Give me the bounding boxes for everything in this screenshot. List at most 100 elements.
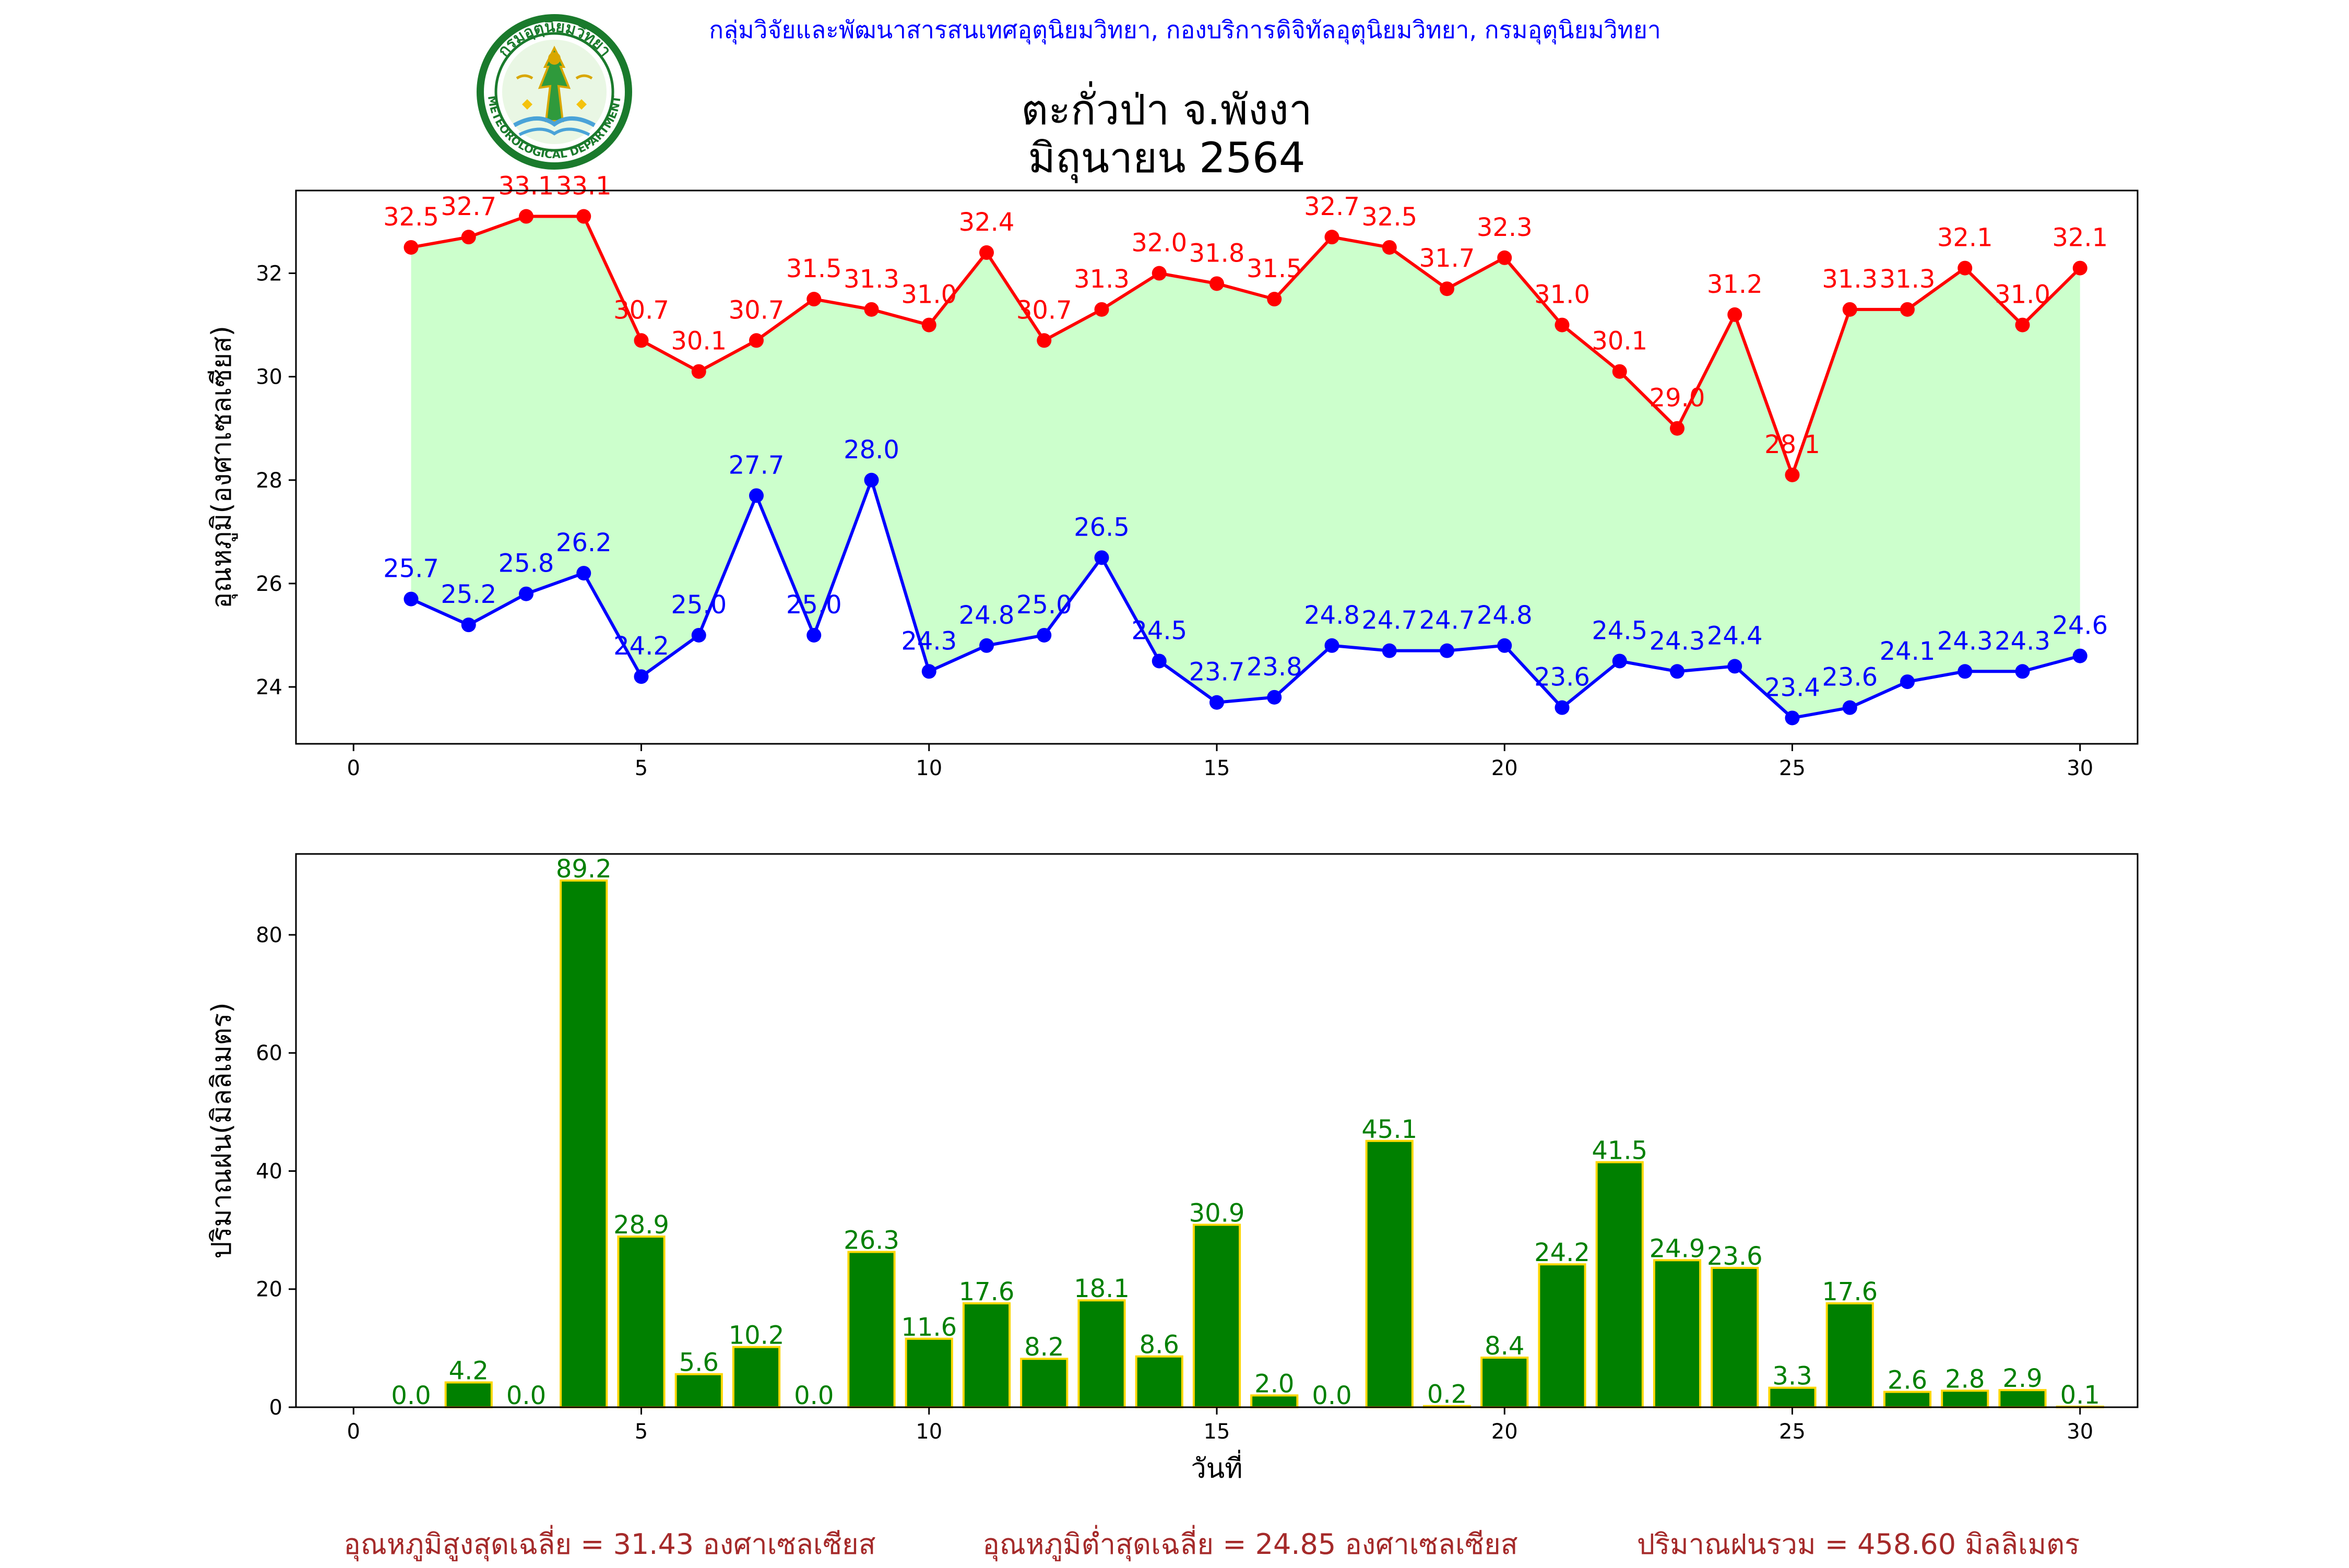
organization-line: กลุ่มวิจัยและพัฒนาสารสนเทศอุตุนิยมวิทยา,… [709, 16, 1661, 45]
temperature-y-tick-label: 24 [256, 675, 282, 699]
rainfall-x-tick-label: 10 [916, 1420, 942, 1444]
max-temp-data-label: 32.7 [441, 192, 496, 221]
min-temp-data-label: 24.3 [1937, 626, 1993, 656]
max-temp-point [461, 230, 476, 245]
min-temp-data-label: 26.5 [1074, 513, 1130, 542]
temperature-y-tick-label: 28 [256, 469, 282, 493]
rain-data-label: 0.0 [794, 1381, 834, 1410]
max-temp-point [1209, 276, 1224, 291]
max-temp-point [1785, 467, 1800, 482]
rain-bar [905, 1337, 953, 1409]
max-temp-point [806, 292, 822, 307]
rain-bar [1192, 1223, 1241, 1408]
max-temp-data-label: 32.5 [1361, 203, 1417, 232]
rain-data-label: 2.8 [1945, 1364, 1985, 1394]
max-temp-data-label: 30.7 [729, 295, 785, 325]
rain-bar [1653, 1259, 1702, 1408]
rain-bar [1711, 1267, 1759, 1408]
max-temp-point [1382, 240, 1397, 255]
min-temp-point [1209, 695, 1224, 710]
min-temp-point [519, 586, 533, 601]
max-temp-data-label: 31.0 [901, 280, 957, 310]
min-temp-data-label: 24.3 [1650, 626, 1705, 656]
min-temp-point [1152, 654, 1167, 669]
min-temp-data-label: 25.2 [441, 580, 496, 609]
rain-data-label: 24.2 [1534, 1238, 1590, 1267]
min-temp-data-label: 25.0 [1016, 590, 1072, 620]
max-temp-point [1670, 421, 1684, 436]
rain-data-label: 24.9 [1650, 1234, 1705, 1263]
rain-data-label: 10.2 [729, 1321, 785, 1350]
rainfall-x-tick-label: 0 [347, 1420, 360, 1444]
max-temp-data-label: 30.7 [1016, 295, 1072, 325]
min-temp-point [2072, 648, 2087, 663]
rainfall-y-axis-label: ปริมาณฝน(มิลลิเมตร) [206, 1002, 238, 1258]
min-temp-data-label: 24.6 [2052, 611, 2108, 640]
max-temp-point [1900, 302, 1915, 317]
min-temp-data-label: 23.6 [1534, 663, 1590, 692]
rain-bar [1941, 1389, 1989, 1409]
min-temp-point [1900, 674, 1915, 690]
min-temp-point [1785, 710, 1800, 726]
max-temp-data-label: 31.3 [1822, 265, 1878, 294]
temperature-y-tick-label: 32 [256, 262, 282, 286]
rain-data-label: 17.6 [959, 1277, 1015, 1306]
min-temp-point [864, 472, 879, 488]
min-temp-point [1440, 643, 1454, 658]
min-temp-point [1497, 638, 1512, 653]
max-temp-point [1037, 333, 1052, 348]
rainfall-x-tick-label: 30 [2067, 1420, 2093, 1444]
temperature-x-tick-label: 15 [1204, 756, 1230, 780]
max-temp-point [1440, 281, 1454, 296]
max-temp-point [1612, 364, 1627, 379]
rain-bar [847, 1251, 896, 1409]
min-temp-point [1612, 654, 1627, 669]
min-temp-data-label: 27.7 [729, 450, 785, 480]
rain-data-label: 4.2 [449, 1356, 489, 1385]
rain-data-label: 23.6 [1707, 1242, 1763, 1271]
max-temp-data-label: 31.3 [1880, 265, 1936, 294]
max-temp-data-label: 32.0 [1131, 229, 1187, 258]
rain-bar [1883, 1391, 1932, 1408]
max-temp-point [1497, 250, 1512, 265]
min-temp-point [1555, 700, 1570, 715]
min-temp-data-label: 24.8 [1304, 601, 1360, 630]
rain-bar [1825, 1302, 1874, 1408]
rain-data-label: 0.2 [1427, 1380, 1467, 1409]
max-temp-data-label: 30.1 [671, 327, 727, 356]
max-temp-point [2072, 260, 2087, 276]
max-temp-point [979, 245, 994, 260]
min-temp-line [410, 475, 2081, 720]
rainfall-y-tick-label: 60 [256, 1041, 282, 1065]
rainfall-chart: 0.04.20.089.228.95.610.20.026.311.617.68… [206, 853, 2139, 1484]
max-temp-data-label: 31.7 [1419, 244, 1475, 273]
min-temp-point [1727, 659, 1742, 674]
rain-bar [1365, 1139, 1414, 1408]
rainfall-x-tick-label: 15 [1204, 1420, 1230, 1444]
rain-data-label: 11.6 [901, 1313, 957, 1342]
summary-max-avg: อุณหภูมิสูงสุดเฉลี่ย = 31.43 องศาเซลเซีย… [343, 1525, 875, 1562]
rain-data-label: 41.5 [1592, 1136, 1647, 1166]
rainfall-y-tick-label: 0 [269, 1396, 282, 1420]
max-temp-point [2015, 317, 2030, 332]
max-temp-data-label: 31.0 [1534, 280, 1590, 310]
min-temp-data-label: 24.8 [959, 601, 1015, 630]
rainfall-y-tick-label: 40 [256, 1159, 282, 1183]
rain-bar [1135, 1355, 1183, 1408]
rain-bar [1595, 1161, 1644, 1408]
rain-data-label: 8.6 [1140, 1331, 1179, 1360]
rain-bar [444, 1381, 493, 1408]
min-temp-data-label: 24.8 [1477, 601, 1533, 630]
max-temp-data-label: 33.1 [556, 172, 612, 201]
rain-data-label: 30.9 [1189, 1198, 1245, 1228]
rain-bar [674, 1373, 723, 1409]
rain-bar [1077, 1299, 1126, 1409]
min-temp-point [404, 591, 419, 607]
temperature-x-tick-label: 20 [1491, 756, 1518, 780]
min-temp-data-label: 24.3 [1995, 626, 2050, 656]
min-temp-point [691, 627, 706, 643]
rain-data-label: 5.6 [679, 1348, 719, 1377]
rain-bar [617, 1236, 666, 1409]
